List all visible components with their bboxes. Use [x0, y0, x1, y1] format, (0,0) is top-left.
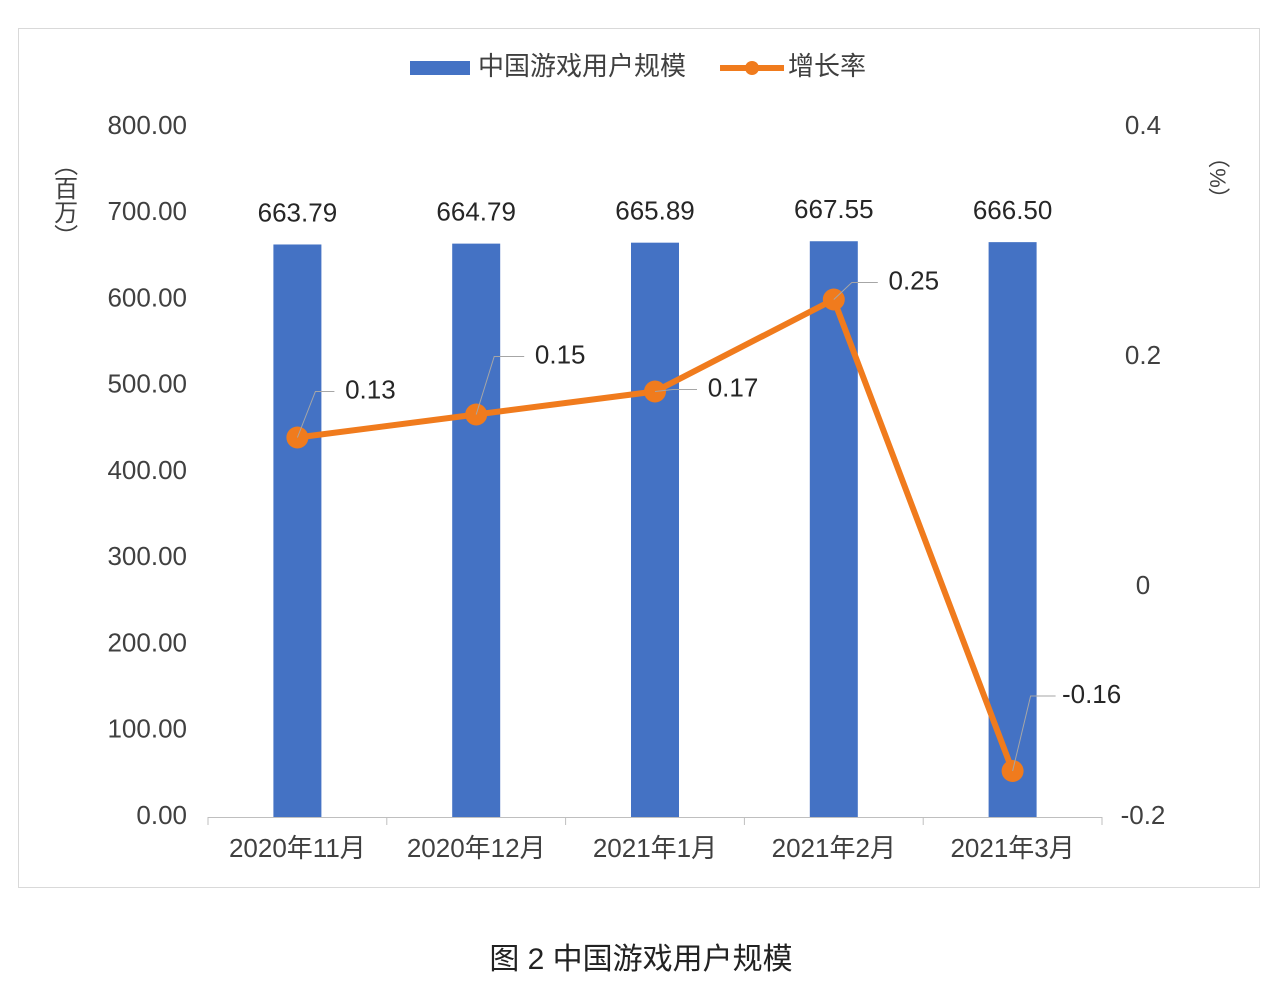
y-tick-label: 500.00 — [107, 369, 187, 399]
legend-swatch — [410, 61, 470, 75]
x-tick-label: 2020年12月 — [407, 833, 546, 863]
y2-tick-label: -0.2 — [1121, 800, 1166, 830]
line-value-label: 0.17 — [708, 372, 759, 402]
leader-line — [475, 356, 525, 415]
leader-line — [296, 391, 335, 438]
x-tick-label: 2021年3月 — [950, 833, 1074, 863]
bar-value-label: 664.79 — [436, 196, 516, 226]
bar — [631, 242, 679, 818]
line-value-label: 0.25 — [888, 265, 939, 295]
legend-label: 增长率 — [788, 51, 866, 81]
line-value-label: 0.15 — [535, 339, 586, 369]
y-tick-label: 700.00 — [107, 196, 187, 226]
bar — [809, 241, 858, 817]
y-tick-label: 400.00 — [107, 455, 187, 485]
bar-value-label: 665.89 — [615, 196, 695, 226]
legend-swatch-dot — [745, 61, 760, 75]
leader-line — [833, 282, 878, 300]
x-tick-label: 2021年2月 — [772, 833, 896, 863]
line-value-label: 0.13 — [345, 374, 396, 404]
y-tick-label: 0.00 — [136, 800, 187, 830]
x-tick-label: 2020年11月 — [229, 833, 366, 863]
bar-value-label: 666.50 — [973, 195, 1053, 225]
y2-tick-label: 0 — [1136, 570, 1150, 600]
y-tick-label: 600.00 — [107, 282, 187, 312]
y2-tick-label: 0.4 — [1125, 110, 1161, 140]
y2-axis-title: （%） — [1205, 146, 1230, 210]
bar-value-label: 667.55 — [794, 194, 874, 224]
x-tick-label: 2021年1月 — [593, 833, 717, 863]
y2-tick-label: 0.2 — [1125, 340, 1161, 370]
y-axis-title: （百万） — [50, 152, 78, 248]
legend-label: 中国游戏用户规模 — [478, 51, 686, 81]
caption: 图 2 中国游戏用户规模 — [489, 943, 792, 976]
leader-line — [654, 389, 697, 392]
bar-value-label: 663.79 — [258, 197, 338, 227]
bar — [452, 243, 501, 817]
y-tick-label: 300.00 — [107, 541, 187, 571]
y-tick-label: 800.00 — [107, 110, 187, 140]
y-tick-label: 100.00 — [107, 714, 187, 744]
y-tick-label: 200.00 — [107, 627, 187, 657]
leader-line — [1012, 695, 1056, 772]
line-value-label: -0.16 — [1062, 679, 1121, 709]
bar — [273, 244, 322, 817]
